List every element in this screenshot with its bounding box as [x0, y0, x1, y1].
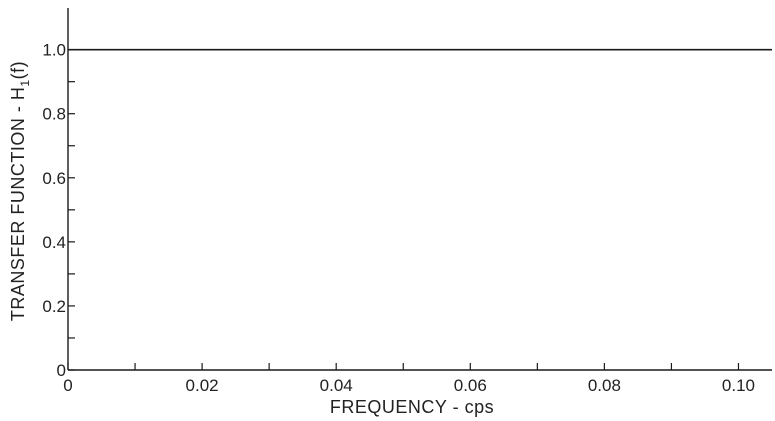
y-tick-labels: 0 0.2 0.4 0.6 0.8 1.0 [42, 41, 66, 380]
x-tick-labels: 0 0.02 0.04 0.06 0.08 0.10 [63, 376, 755, 395]
x-axis-label: FREQUENCY - cps [330, 397, 494, 417]
x-tick-label: 0.06 [454, 376, 487, 395]
y-tick-label: 0 [57, 361, 66, 380]
y-tick-label: 0.2 [42, 297, 66, 316]
y-axis-label-suffix: (f) [8, 61, 28, 80]
y-tick-label: 0.4 [42, 233, 66, 252]
x-tick-label: 0 [63, 376, 72, 395]
y-ticks [68, 49, 75, 371]
x-tick-label: 0.04 [320, 376, 353, 395]
y-axis-label-subscript: 1 [18, 79, 32, 86]
y-axis-label-main: TRANSFER FUNCTION - H [8, 87, 28, 322]
y-tick-label: 0.6 [42, 169, 66, 188]
y-tick-label: 0.8 [42, 105, 66, 124]
x-tick-label: 0.08 [588, 376, 621, 395]
y-tick-label: 1.0 [42, 41, 66, 60]
y-axis-label: TRANSFER FUNCTION - H1(f) [8, 61, 32, 321]
x-ticks [67, 363, 740, 370]
x-tick-label: 0.02 [186, 376, 219, 395]
x-tick-label: 0.10 [722, 376, 755, 395]
